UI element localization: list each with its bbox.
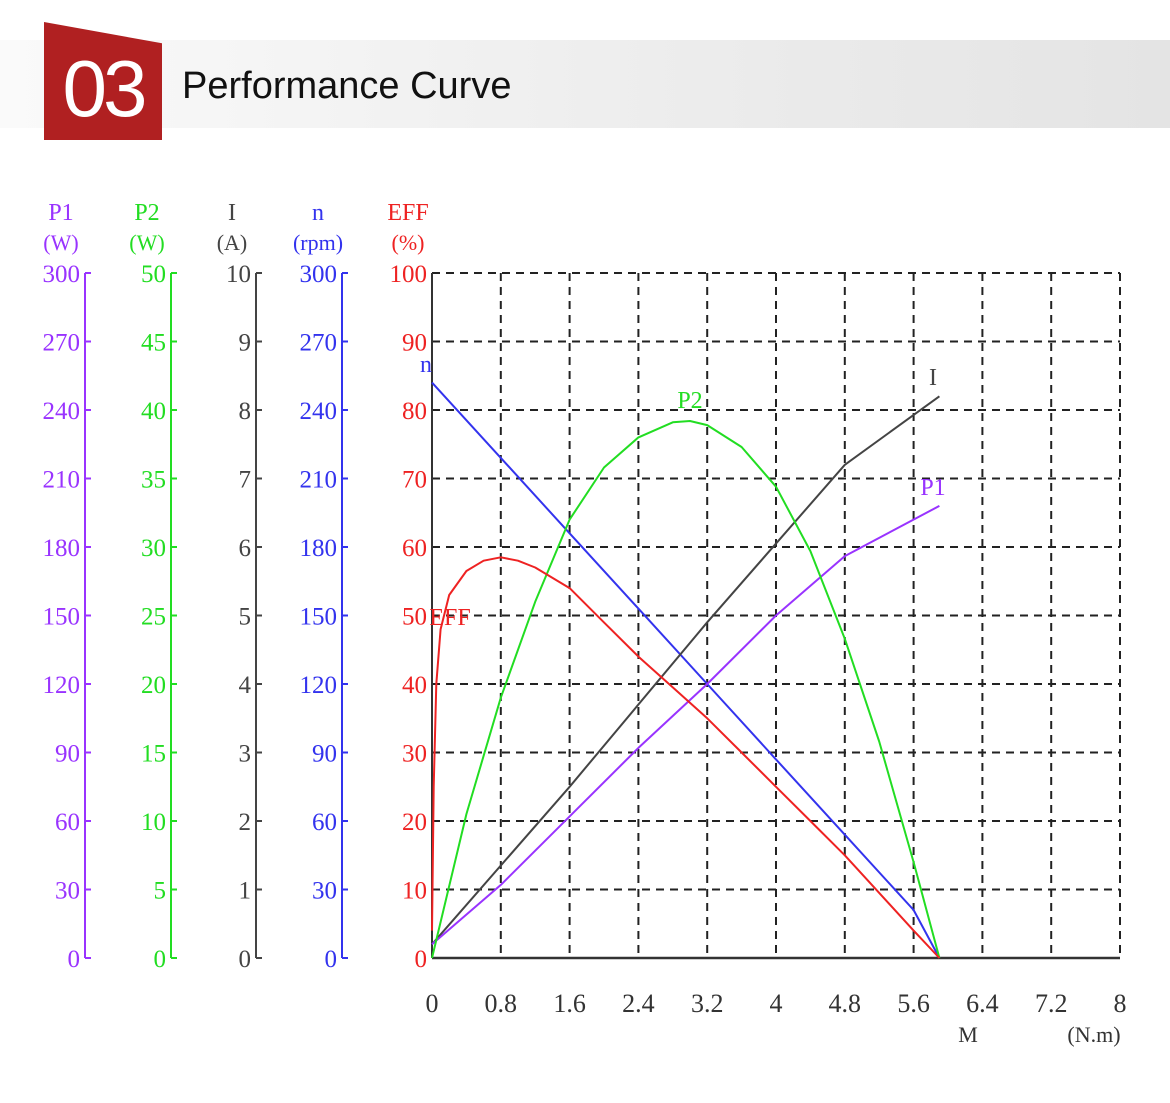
x-tick-label: 3.2 [691,989,724,1018]
n-tick-label: 30 [312,878,337,905]
i-tick-label: 5 [239,604,252,631]
n-axis-title: n [312,200,324,226]
x-tick-label: 0.8 [485,989,518,1018]
series-p1-label: P1 [920,475,945,501]
p1-tick-label: 300 [43,261,81,288]
x-tick-label: 4 [770,989,783,1018]
p2-tick-label: 45 [141,330,166,357]
x-tick-label: 5.6 [897,989,930,1018]
p2-tick-label: 0 [154,946,167,973]
x-tick-label: 0 [426,989,439,1018]
i-tick-label: 0 [239,946,252,973]
p2-tick-label: 15 [141,741,166,768]
i-tick-label: 8 [239,398,252,425]
x-tick-label: 6.4 [966,989,999,1018]
p2-tick-label: 30 [141,535,166,562]
series-p2-label: P2 [677,388,702,414]
header-band [0,40,1170,128]
series-n-line [431,381,941,959]
i-tick-label: 10 [226,261,251,288]
p2-axis-title: P2 [134,200,159,226]
eff-tick-label: 100 [390,261,428,288]
eff-tick-label: 0 [415,946,428,973]
eff-tick-label: 80 [402,398,427,425]
p1-tick-label: 90 [55,741,80,768]
series-i-label: I [929,365,937,391]
p1-tick-label: 30 [55,878,80,905]
p2-tick-label: 25 [141,604,166,631]
i-tick-label: 6 [239,535,252,562]
n-tick-label: 180 [300,535,338,562]
p2-tick-label: 10 [141,809,166,836]
i-tick-label: 2 [239,809,252,836]
p1-tick-label: 270 [43,330,81,357]
i-tick-label: 7 [239,467,252,494]
eff-axis-title: EFF [387,200,428,226]
series-eff-line [431,556,941,959]
n-tick-label: 210 [300,467,338,494]
p2-tick-label: 35 [141,467,166,494]
eff-tick-label: 90 [402,330,427,357]
p1-tick-label: 60 [55,809,80,836]
p1-tick-label: 240 [43,398,81,425]
p2-axis-unit: (W) [129,230,164,255]
x-axis-label: M [958,1022,978,1047]
series-p1-line [431,505,940,946]
p1-axis-title: P1 [48,200,73,226]
p2-tick-label: 40 [141,398,166,425]
n-axis-unit: (rpm) [293,230,343,255]
i-axis-unit: (A) [217,230,248,255]
p1-tick-label: 210 [43,467,81,494]
series-n-label: n [420,352,432,378]
i-tick-label: 9 [239,330,252,357]
section-number-badge [44,22,162,140]
n-tick-label: 0 [325,946,338,973]
eff-tick-label: 40 [402,672,427,699]
page-title: Performance Curve [182,65,512,107]
eff-tick-label: 70 [402,467,427,494]
eff-tick-label: 10 [402,878,427,905]
eff-tick-label: 20 [402,809,427,836]
i-tick-label: 1 [239,878,252,905]
series-i-line [431,395,940,945]
i-tick-label: 4 [239,672,252,699]
n-tick-label: 300 [300,261,338,288]
p1-axis-unit: (W) [43,230,78,255]
x-tick-label: 8 [1114,989,1127,1018]
series-p2-line [431,420,941,959]
eff-tick-label: 60 [402,535,427,562]
p1-tick-label: 0 [68,946,81,973]
x-tick-label: 1.6 [553,989,586,1018]
eff-tick-label: 30 [402,741,427,768]
x-tick-label: 7.2 [1035,989,1068,1018]
n-tick-label: 120 [300,672,338,699]
p1-tick-label: 150 [43,604,81,631]
n-tick-label: 90 [312,741,337,768]
series-eff-label: EFF [429,605,470,631]
i-tick-label: 3 [239,741,252,768]
eff-tick-label: 50 [402,604,427,631]
x-tick-label: 4.8 [829,989,862,1018]
x-tick-label: 2.4 [622,989,655,1018]
section-number: 03 [62,44,148,133]
p1-tick-label: 120 [43,672,81,699]
n-tick-label: 240 [300,398,338,425]
x-axis-unit: (N.m) [1067,1022,1120,1047]
eff-axis-unit: (%) [392,230,425,255]
p2-tick-label: 20 [141,672,166,699]
i-axis-title: I [228,200,236,226]
n-tick-label: 60 [312,809,337,836]
p1-tick-label: 180 [43,535,81,562]
n-tick-label: 150 [300,604,338,631]
p2-tick-label: 50 [141,261,166,288]
n-tick-label: 270 [300,330,338,357]
p2-tick-label: 5 [154,878,167,905]
